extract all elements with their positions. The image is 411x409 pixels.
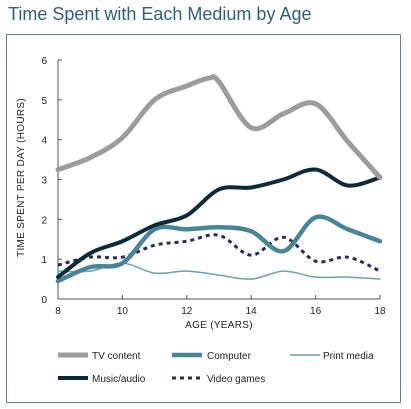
series-lines xyxy=(55,74,383,284)
y-tick-label: 6 xyxy=(41,56,47,67)
chart-frame xyxy=(6,34,401,403)
y-tick-label: 0 xyxy=(41,295,47,306)
y-tick-label: 3 xyxy=(41,176,47,187)
legend: TV content Computer Print media Music/audio… xyxy=(58,351,374,385)
legend-label-music-audio: Music/audio xyxy=(92,374,146,385)
legend-label-computer: Computer xyxy=(207,351,252,362)
x-tick-label: 16 xyxy=(310,306,322,317)
legend-label-tv-content: TV content xyxy=(92,351,141,362)
legend-label-print-media: Print media xyxy=(323,351,374,362)
x-tick-label: 18 xyxy=(374,306,386,317)
y-tick-label: 5 xyxy=(41,96,47,107)
series-line-music-audio xyxy=(56,167,382,280)
x-tick-label: 14 xyxy=(246,306,258,317)
x-axis-label: AGE (YEARS) xyxy=(185,320,253,331)
series-line-tv-content xyxy=(55,74,383,181)
series-line-video-games xyxy=(57,233,381,273)
y-axis-label: TIME SPENT PER DAY (HOURS) xyxy=(16,98,27,257)
series-line-computer xyxy=(55,214,383,284)
y-tick-label: 1 xyxy=(41,255,47,266)
legend-label-video-games: Video games xyxy=(207,374,265,385)
y-tick-label: 2 xyxy=(41,215,47,226)
chart-title: Time Spent with Each Medium by Age xyxy=(8,4,312,24)
x-tick-label: 8 xyxy=(55,306,61,317)
x-tick-label: 12 xyxy=(181,306,193,317)
x-tick-label: 10 xyxy=(117,306,129,317)
y-tick-label: 4 xyxy=(41,136,47,147)
